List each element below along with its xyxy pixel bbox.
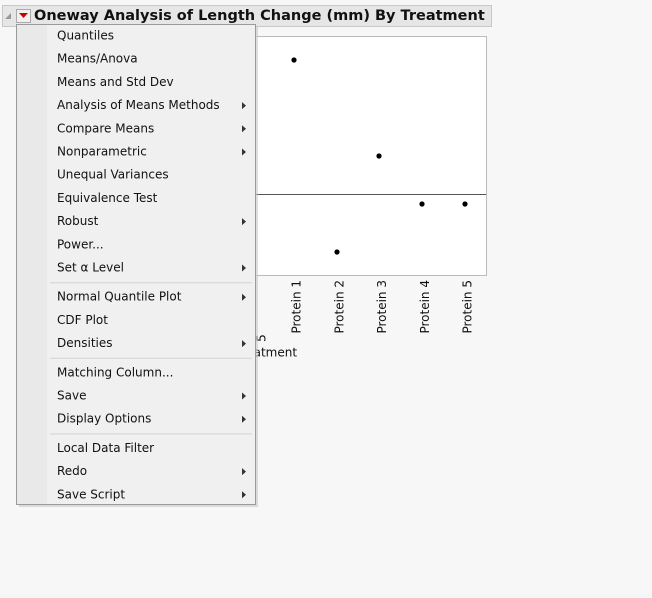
menu-item-label[interactable]: Save: [57, 389, 86, 403]
point: [334, 249, 340, 255]
menu-item-label[interactable]: Means/Anova: [57, 52, 138, 66]
menu-item[interactable]: [18, 333, 254, 355]
menu-item[interactable]: [18, 234, 254, 256]
disclosure-icon[interactable]: [5, 13, 11, 19]
x-tick-label: Protein 5: [461, 280, 475, 334]
submenu-arrow: [242, 264, 246, 272]
menu-panel: [16, 24, 256, 505]
menu-item-label[interactable]: Unequal Variances: [57, 168, 169, 182]
menu-item-label[interactable]: Quantiles: [57, 29, 114, 43]
menu-item-label[interactable]: Compare Means: [57, 121, 154, 135]
menu-item-label[interactable]: Means and Std Dev: [57, 75, 174, 89]
submenu-arrow: [242, 218, 246, 226]
menu-item[interactable]: [18, 309, 254, 331]
point: [419, 201, 425, 207]
menu-item-label[interactable]: Nonparametric: [57, 145, 147, 159]
menu-item-label[interactable]: Robust: [57, 214, 99, 228]
menu-item-label[interactable]: Local Data Filter: [57, 441, 154, 455]
menu-item-label[interactable]: CDF Plot: [57, 313, 108, 327]
submenu-arrow: [242, 415, 246, 423]
context-menu: Quantiles Means/Anova Means and Std Dev Ana…: [16, 24, 258, 507]
submenu-arrow: [242, 293, 246, 301]
menu-item-label[interactable]: Display Options: [57, 412, 151, 426]
menu-item-label[interactable]: Save Script: [57, 487, 125, 501]
menu-item-label[interactable]: Densities: [57, 336, 113, 350]
submenu-arrow: [242, 125, 246, 133]
menu-item-label[interactable]: Equivalence Test: [57, 191, 158, 205]
axis-fragment: 5: [255, 334, 269, 342]
menu-item[interactable]: [18, 211, 254, 233]
menu-item-label[interactable]: Matching Column...: [57, 365, 173, 379]
menu-item[interactable]: [18, 484, 254, 506]
x-tick-label: Protein 3: [375, 280, 389, 334]
menu-item[interactable]: [18, 25, 254, 47]
x-tick-label: Protein 4: [418, 280, 432, 334]
menu-item-label[interactable]: Set α Level: [57, 261, 124, 275]
menu-item[interactable]: [18, 461, 254, 483]
x-tick-label: Protein 1: [290, 280, 304, 334]
submenu-arrow: [242, 340, 246, 348]
submenu-arrow: [242, 491, 246, 499]
submenu-arrow: [242, 102, 246, 110]
submenu-arrow: [242, 392, 246, 400]
menu-item-label[interactable]: Normal Quantile Plot: [57, 290, 182, 304]
submenu-arrow: [242, 148, 246, 156]
point: [376, 153, 382, 159]
red-triangle: [19, 13, 28, 18]
x-tick-label: Protein 2: [332, 280, 346, 334]
menu-item[interactable]: [18, 257, 254, 279]
menu-item[interactable]: [18, 385, 254, 407]
menu-item-label[interactable]: Power...: [57, 237, 104, 251]
plot-frame: [240, 36, 487, 276]
title: Oneway Analysis of Length Change (mm) By…: [34, 8, 485, 24]
point: [291, 57, 297, 63]
menu-item-label[interactable]: Redo: [57, 464, 87, 478]
menu-item-label[interactable]: Analysis of Means Methods: [57, 98, 220, 112]
submenu-arrow: [242, 468, 246, 476]
points: [291, 57, 468, 255]
menu-gutter: [17, 25, 47, 504]
point: [462, 201, 468, 207]
